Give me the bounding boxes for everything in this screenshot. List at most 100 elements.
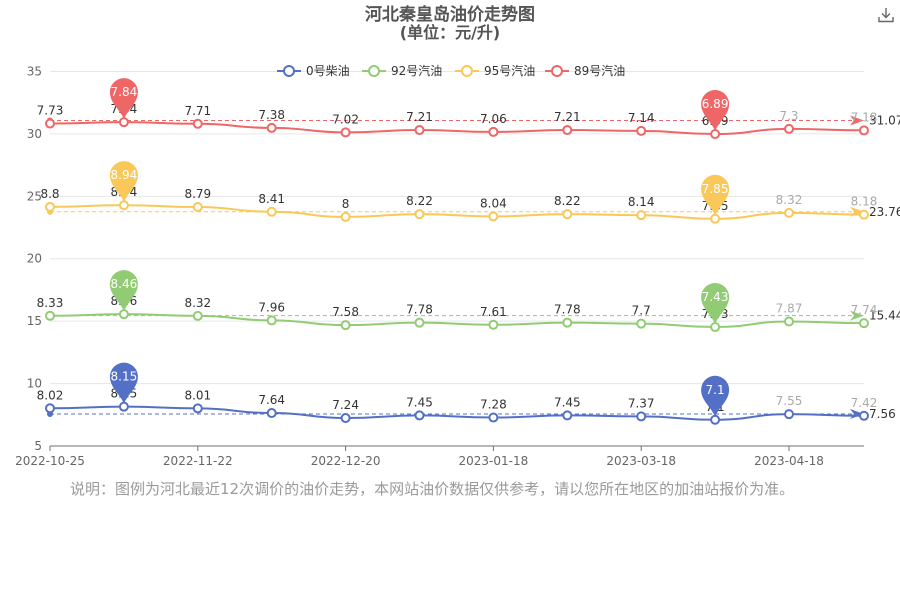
data-point bbox=[192, 403, 203, 414]
data-label: 7.78 bbox=[554, 303, 581, 317]
legend[interactable]: 0号柴油 92号汽油 95号汽油 89号汽油 bbox=[277, 63, 625, 78]
data-label: 7.55 bbox=[776, 394, 803, 408]
chart-subtitle: (单位：元/升) bbox=[400, 23, 500, 42]
data-label: 8.14 bbox=[628, 195, 655, 209]
footnote: 说明：图例为河北最近12次调价的油价走势，本网站油价数据仅供参考，请以您所在地区… bbox=[70, 480, 795, 498]
data-point bbox=[636, 125, 647, 136]
max-pin-label: 8.46 bbox=[111, 277, 138, 291]
series-0: 7.56 8.02 8.15 8.01 7.64 7.24 7.45 7.28 7.45 7.37… bbox=[37, 362, 896, 425]
average-arrow bbox=[850, 115, 864, 126]
data-point bbox=[266, 408, 277, 419]
data-point bbox=[118, 200, 129, 211]
data-point bbox=[192, 202, 203, 213]
data-point bbox=[784, 123, 794, 134]
legend-marker bbox=[368, 65, 380, 77]
series-line bbox=[49, 121, 865, 136]
max-pin bbox=[109, 78, 138, 120]
data-point bbox=[266, 122, 277, 133]
data-label: 7.14 bbox=[628, 111, 655, 125]
legend-label: 92号汽油 bbox=[391, 63, 442, 78]
data-label: 8.04 bbox=[480, 196, 507, 210]
data-label: 8.32 bbox=[184, 296, 211, 310]
legend-marker bbox=[461, 65, 473, 77]
data-label: 7.73 bbox=[37, 104, 64, 118]
data-point bbox=[859, 125, 869, 136]
data-point bbox=[488, 412, 499, 423]
y-tick-label: 35 bbox=[27, 64, 42, 78]
y-tick-label: 25 bbox=[27, 189, 42, 203]
data-label: 7.28 bbox=[480, 398, 507, 412]
data-point bbox=[414, 317, 425, 328]
min-pin-label: 6.89 bbox=[702, 97, 729, 111]
data-point bbox=[636, 411, 647, 422]
data-label: 7.45 bbox=[554, 395, 581, 409]
data-label: 7.38 bbox=[258, 108, 285, 122]
data-point bbox=[118, 309, 129, 320]
data-point bbox=[710, 213, 721, 224]
y-tick-label: 5 bbox=[34, 439, 42, 453]
data-point bbox=[784, 409, 794, 420]
data-point bbox=[192, 118, 203, 129]
data-point bbox=[192, 310, 203, 321]
max-pin bbox=[109, 161, 138, 203]
data-label: 8.8 bbox=[40, 187, 59, 201]
y-tick-label: 15 bbox=[27, 314, 42, 328]
data-label: 7.7 bbox=[632, 304, 651, 318]
x-tick-label: 2023-01-18 bbox=[459, 454, 529, 468]
data-point bbox=[636, 210, 647, 221]
data-label: 7.24 bbox=[332, 398, 359, 412]
series-1: 15.44 8.33 8.46 8.32 7.96 7.58 7.78 7.61 7.78 7.7… bbox=[37, 270, 900, 333]
data-label: 7.06 bbox=[480, 112, 507, 126]
data-point bbox=[45, 201, 55, 212]
data-label: 7.21 bbox=[554, 110, 581, 124]
legend-marker bbox=[551, 65, 563, 77]
min-pin bbox=[701, 283, 730, 325]
data-label: 7.45 bbox=[406, 395, 433, 409]
series-layer: 7.568.028.158.017.647.247.457.287.457.37… bbox=[37, 78, 900, 425]
data-point bbox=[710, 129, 721, 140]
data-point bbox=[488, 319, 499, 330]
data-label: 7.42 bbox=[851, 396, 878, 410]
data-label: 8.22 bbox=[406, 194, 433, 208]
data-label: 7.58 bbox=[332, 305, 359, 319]
data-point bbox=[414, 209, 425, 220]
data-point bbox=[340, 413, 351, 424]
data-point bbox=[710, 414, 721, 425]
data-point bbox=[488, 211, 499, 222]
data-label: 7.74 bbox=[851, 303, 878, 317]
grid bbox=[50, 70, 864, 447]
data-point bbox=[340, 211, 351, 222]
x-tick-label: 2023-04-18 bbox=[754, 454, 824, 468]
data-point bbox=[710, 322, 721, 333]
min-pin-label: 7.1 bbox=[706, 383, 725, 397]
series-line bbox=[49, 405, 865, 421]
data-label: 8.79 bbox=[184, 187, 211, 201]
data-label: 7.21 bbox=[406, 110, 433, 124]
max-pin-label: 8.94 bbox=[111, 168, 138, 182]
axes: 5 10 15 20 25 30 35 2022-10-25 2022-11-22 2022-12… bbox=[15, 64, 864, 468]
data-point bbox=[488, 126, 499, 137]
legend-marker bbox=[283, 65, 295, 77]
average-arrow bbox=[850, 310, 864, 321]
average-label: 31.07 bbox=[869, 114, 900, 128]
data-label: 7.61 bbox=[480, 305, 507, 319]
data-label: 7.64 bbox=[258, 393, 285, 407]
data-point bbox=[859, 318, 869, 329]
data-label: 8.22 bbox=[554, 194, 581, 208]
series-line bbox=[49, 204, 865, 220]
series-2: 23.76 8.8 8.94 8.79 8.41 8 8.22 8.04 8.22 8.14 7.8… bbox=[40, 161, 900, 224]
data-label: 7.18 bbox=[851, 110, 878, 124]
data-point bbox=[266, 315, 277, 326]
x-tick-label: 2022-12-20 bbox=[311, 454, 381, 468]
data-point bbox=[414, 125, 425, 136]
legend-label: 0号柴油 bbox=[306, 64, 350, 78]
data-label: 8.41 bbox=[258, 192, 285, 206]
data-point bbox=[636, 318, 647, 329]
data-point bbox=[562, 209, 573, 220]
data-point bbox=[340, 320, 351, 331]
data-point bbox=[784, 207, 794, 218]
data-label: 7.78 bbox=[406, 303, 433, 317]
download-icon[interactable] bbox=[877, 6, 895, 24]
data-label: 8.32 bbox=[776, 193, 803, 207]
